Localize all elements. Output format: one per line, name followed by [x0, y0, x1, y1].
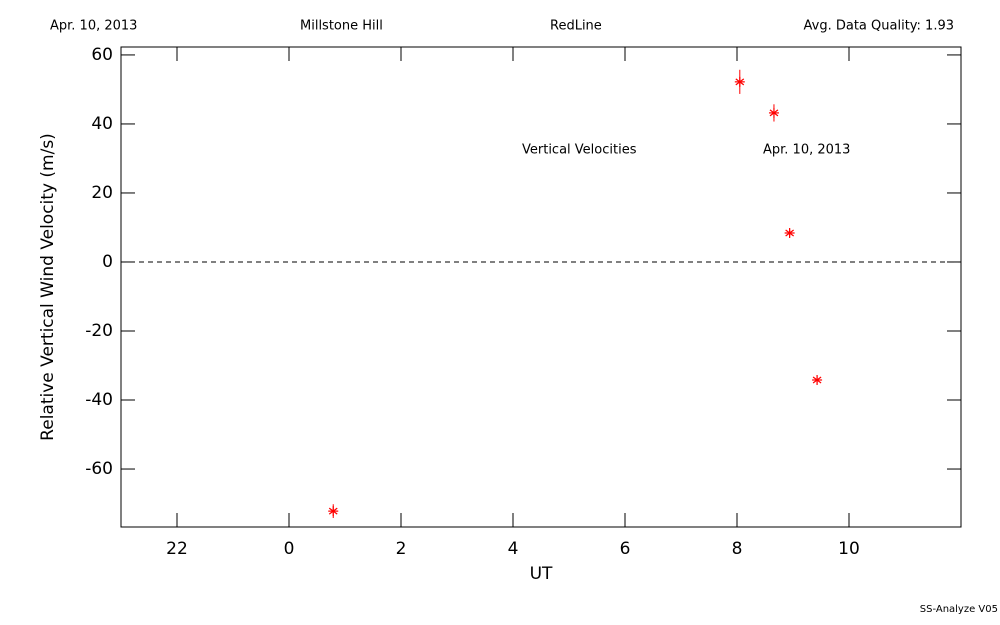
annotation: Apr. 10, 2013 — [763, 143, 850, 158]
y-tick-label: -20 — [85, 321, 113, 341]
x-axis-label: UT — [530, 564, 553, 584]
asterisk-stroke — [735, 78, 745, 86]
point — [812, 374, 823, 385]
y-tick-label: 60 — [91, 45, 113, 65]
x-tick-label: 0 — [284, 539, 295, 559]
header-line: RedLine — [550, 19, 602, 34]
header-quality: Avg. Data Quality: 1.93 — [804, 19, 954, 34]
header-site: Millstone Hill — [300, 19, 383, 34]
point — [328, 506, 339, 517]
point — [768, 107, 779, 118]
asterisk-stroke — [328, 507, 338, 515]
y-tick-label: -60 — [85, 459, 113, 479]
asterisk-stroke — [812, 376, 822, 384]
y-axis-label: Relative Vertical Wind Velocity (m/s) — [38, 133, 58, 441]
plot-frame — [120, 46, 962, 528]
y-tick-label: -40 — [85, 390, 113, 410]
asterisk-stroke — [769, 109, 779, 117]
header-date: Apr. 10, 2013 — [50, 19, 137, 34]
x-tick-label: 22 — [166, 539, 188, 559]
y-tick-label: 40 — [91, 114, 113, 134]
annotation: Vertical Velocities — [522, 143, 637, 158]
x-tick-label: 6 — [620, 539, 631, 559]
footer: SS-Analyze V05 — [920, 604, 998, 615]
y-tick-label: 20 — [91, 183, 113, 203]
x-tick-label: 8 — [732, 539, 743, 559]
point — [734, 76, 745, 87]
point — [784, 227, 795, 238]
y-tick-label: 0 — [102, 252, 113, 272]
x-tick-label: 4 — [508, 539, 519, 559]
x-tick-label: 2 — [396, 539, 407, 559]
x-tick-label: 10 — [838, 539, 860, 559]
asterisk-stroke — [785, 229, 795, 237]
